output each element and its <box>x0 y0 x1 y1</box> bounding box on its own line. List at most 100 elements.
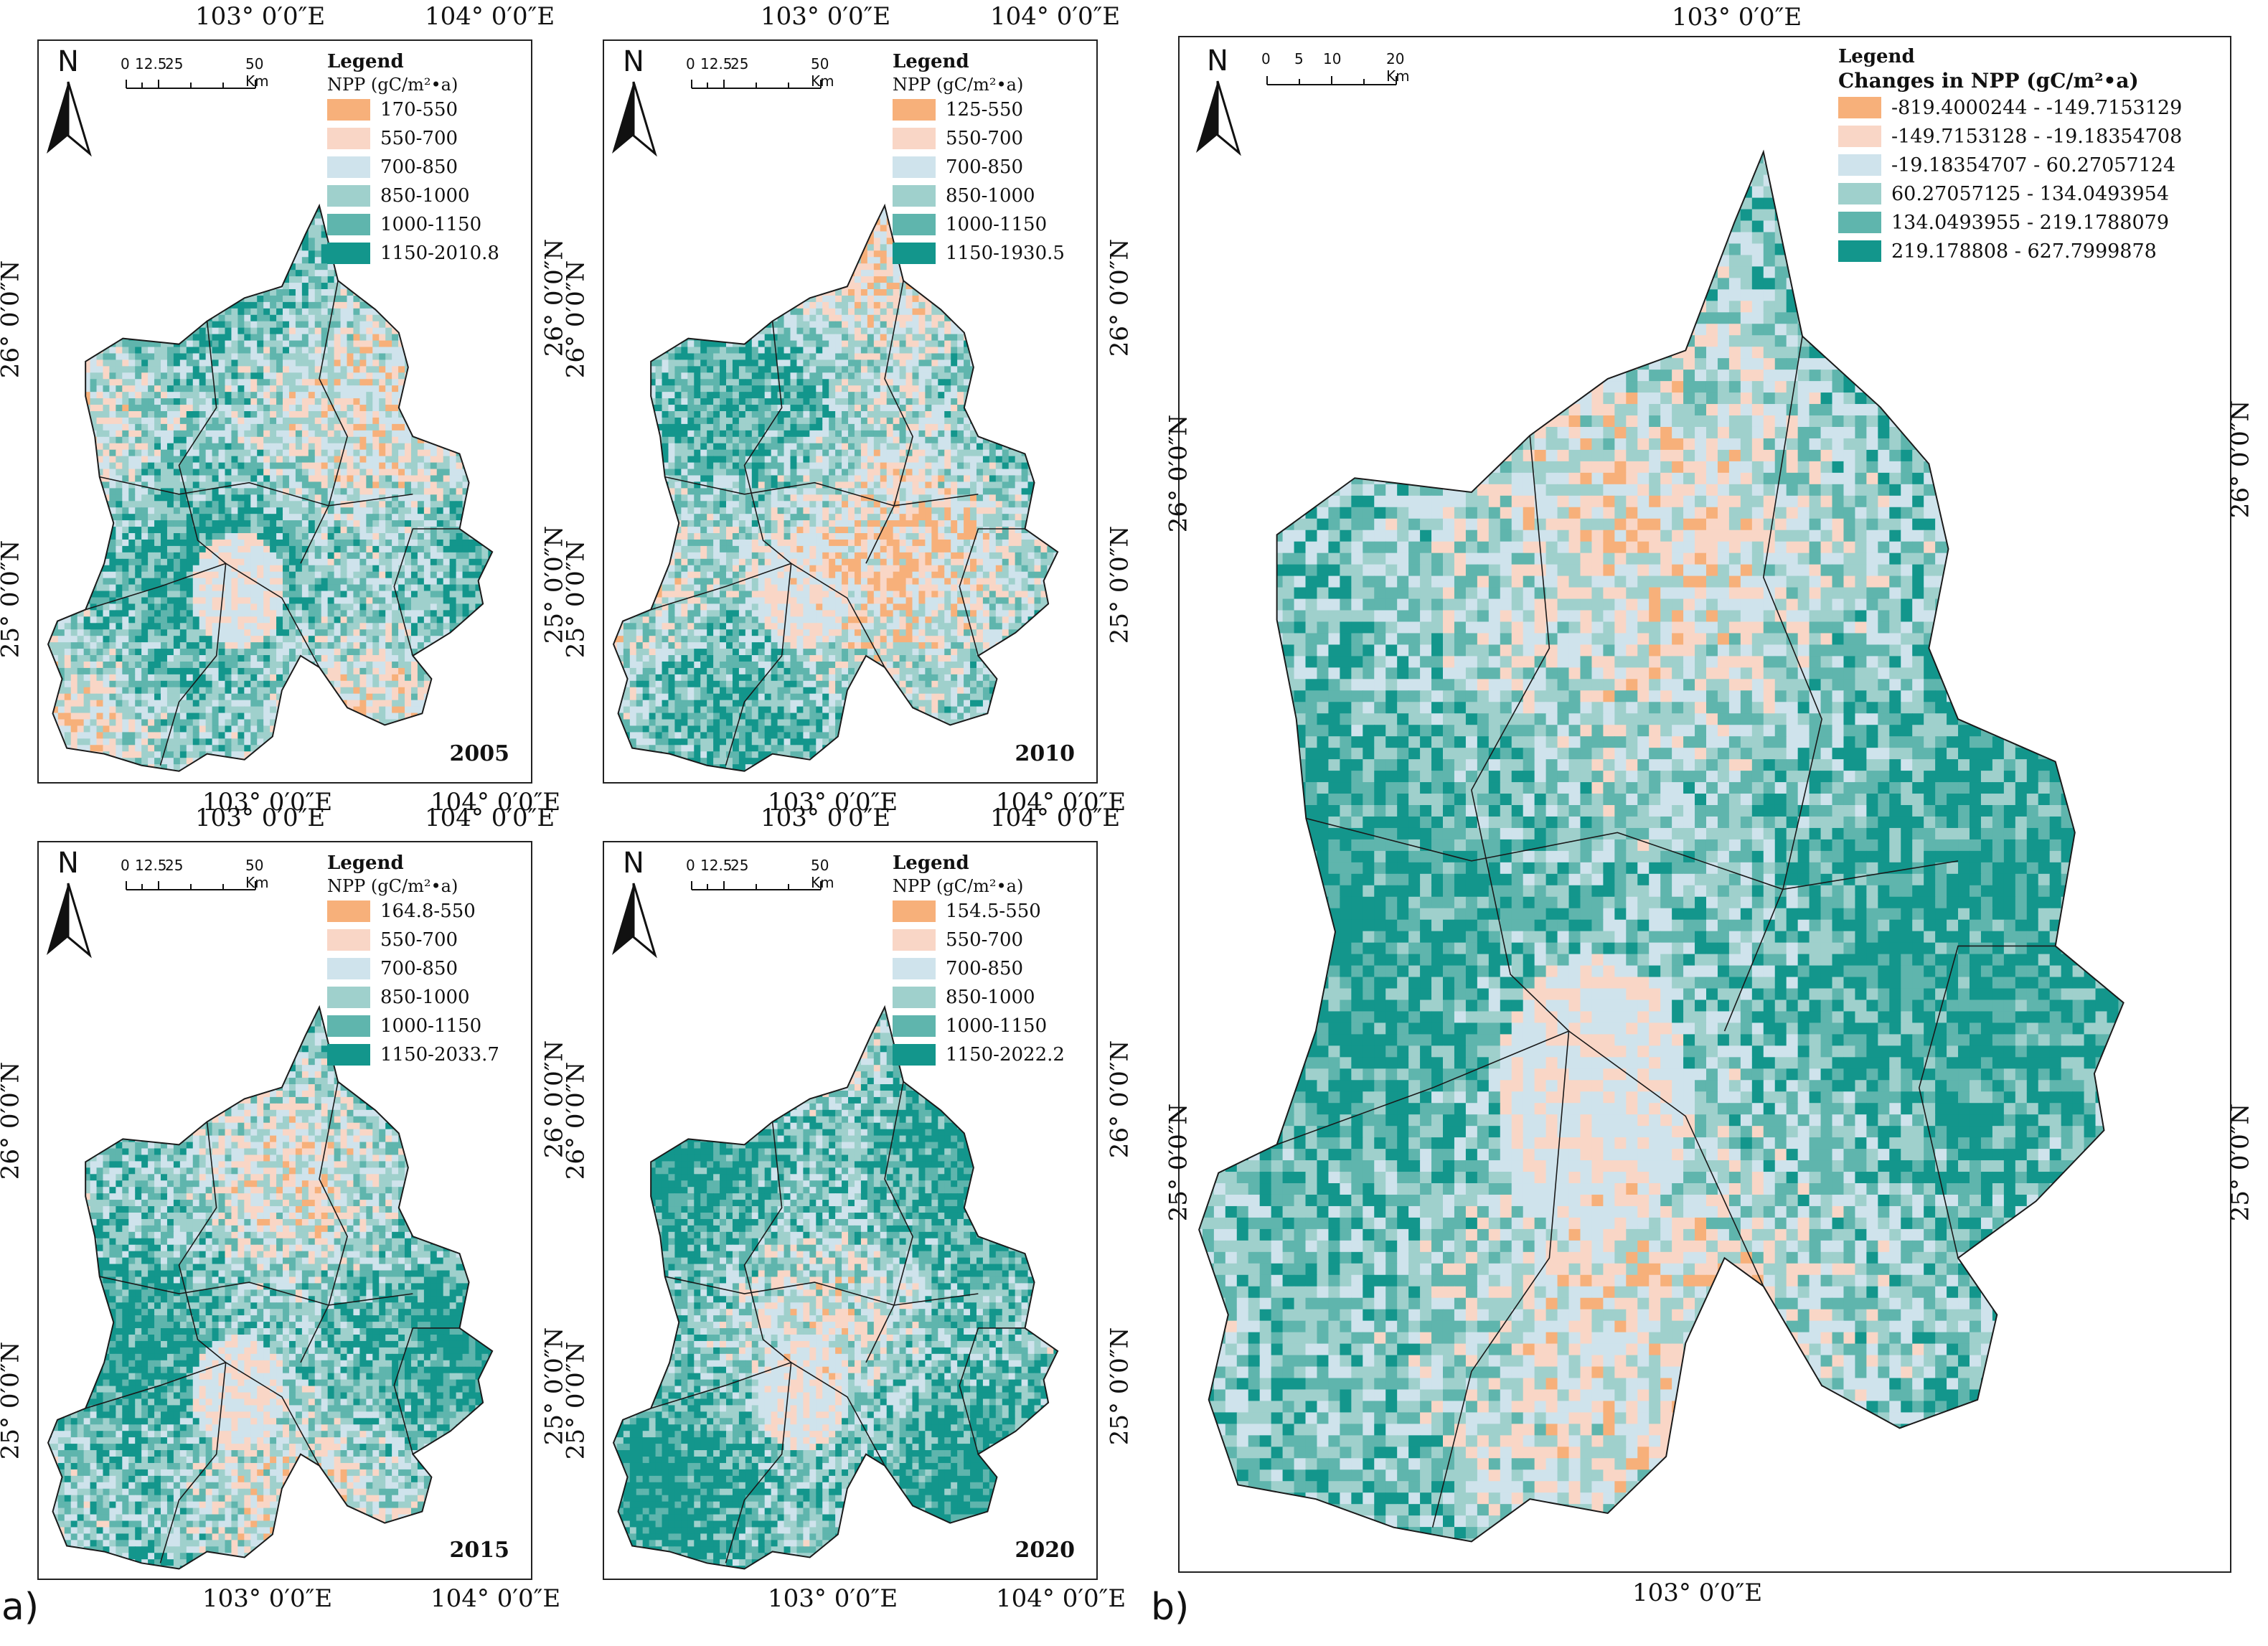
county-boundary <box>1723 336 1822 1032</box>
legend-label: 550-700 <box>946 929 1023 951</box>
bottom-lon-103: 103° 0′0″E <box>202 788 332 817</box>
north-arrow: N <box>608 45 659 160</box>
legend-swatch <box>893 1044 936 1066</box>
county-boundary <box>650 563 885 668</box>
npp-raster <box>48 205 493 771</box>
legend-label: 700-850 <box>380 958 458 979</box>
north-letter: N <box>608 45 659 78</box>
legend-label: 850-1000 <box>946 987 1035 1008</box>
legend-swatch <box>893 958 936 979</box>
scale-bar: 0 12.5 25 50 Km <box>686 55 834 98</box>
legend-swatch <box>327 243 370 264</box>
top-lon-104: 104° 0′0″E <box>425 804 555 832</box>
county-boundary <box>178 321 227 564</box>
bottom-lon-104: 104° 0′0″E <box>996 1584 1126 1613</box>
npp-legend: Legend NPP (gC/m²•a) 164.8-550 550-700 700-8… <box>327 851 499 1069</box>
npp-raster <box>1199 151 2124 1542</box>
legend-subtitle: NPP (gC/m²•a) <box>893 74 1065 95</box>
npp-map-2005: N 0 12.5 25 50 Km Legend NPP (gC/m²•a) 170-550 5… <box>37 39 532 784</box>
county-boundary <box>1918 945 2056 1259</box>
legend-label: 700-850 <box>946 156 1023 178</box>
legend-label: 134.0493955 - 219.1788079 <box>1891 212 2169 234</box>
county-boundary <box>865 281 913 564</box>
county-boundary <box>99 1276 413 1306</box>
change-bottom-lon: 103° 0′0″E <box>1632 1579 1762 1607</box>
legend-label: 1150-2033.7 <box>380 1044 499 1066</box>
legend-item: -149.7153128 - -19.18354708 <box>1838 122 2182 151</box>
top-lon-104: 104° 0′0″E <box>990 804 1120 832</box>
legend-item: 1000-1150 <box>893 210 1065 239</box>
legend-label: 1150-2022.2 <box>946 1044 1065 1066</box>
scale-label-1: 12.5 <box>135 55 167 72</box>
left-lat-26: 26° 0′0″N <box>561 260 590 379</box>
bottom-lon-104: 104° 0′0″E <box>430 788 560 817</box>
county-boundary <box>178 1121 227 1363</box>
county-boundary <box>725 1362 792 1563</box>
legend-swatch <box>327 99 370 121</box>
legend-swatch <box>893 243 936 264</box>
scale-label-1: 12.5 <box>700 857 733 874</box>
legend-label: -149.7153128 - -19.18354708 <box>1891 126 2182 148</box>
legend-swatch <box>1838 240 1881 262</box>
legend-swatch <box>1838 154 1881 176</box>
npp-map-canvas <box>47 203 494 772</box>
legend-item: 170-550 <box>327 95 499 124</box>
legend-swatch <box>327 1044 370 1066</box>
north-arrow-icon <box>47 883 92 959</box>
north-arrow: N <box>43 45 93 160</box>
legend-label: 850-1000 <box>946 185 1035 207</box>
scale-bar-line <box>691 881 822 890</box>
legend-swatch <box>893 185 936 207</box>
left-lat-25: 25° 0′0″N <box>0 1342 24 1460</box>
legend-item: 1150-2022.2 <box>893 1040 1065 1069</box>
legend-item: 550-700 <box>327 926 499 954</box>
legend-title: Legend <box>1838 44 2182 69</box>
legend-item: 700-850 <box>327 153 499 182</box>
legend-swatch <box>893 99 936 121</box>
change-legend: Legend Changes in NPP (gC/m²•a) -819.400… <box>1838 44 2182 265</box>
legend-item: 700-850 <box>327 954 499 983</box>
legend-item: 219.178808 - 627.7999878 <box>1838 237 2182 265</box>
county-boundary <box>743 1121 792 1363</box>
left-lat-26: 26° 0′0″N <box>0 260 24 379</box>
top-lon-103: 103° 0′0″E <box>195 2 325 31</box>
scale-label-0: 0 <box>121 55 130 72</box>
legend-item: 550-700 <box>893 926 1065 954</box>
legend-subtitle: Changes in NPP (gC/m²•a) <box>1838 69 2182 93</box>
county-boundary <box>743 321 792 564</box>
county-boundary <box>300 1081 348 1363</box>
legend-label: 1150-1930.5 <box>946 243 1065 264</box>
legend-title: Legend <box>327 50 499 74</box>
scale-bar: 0 12.5 25 50 Km <box>121 55 269 98</box>
legend-item: 850-1000 <box>893 983 1065 1012</box>
scale-bar-line <box>691 80 822 89</box>
legend-swatch <box>327 958 370 979</box>
legend-title: Legend <box>327 851 499 875</box>
year-label: 2015 <box>450 1538 510 1563</box>
county-boundary <box>1276 1030 1764 1287</box>
north-arrow: N <box>1192 44 1243 159</box>
county-boundary <box>1471 435 1570 1032</box>
legend-label: 164.8-550 <box>380 900 476 922</box>
scale-label-1: 12.5 <box>700 55 733 72</box>
legend-item: 1150-2010.8 <box>327 239 499 268</box>
legend-label: 1150-2010.8 <box>380 243 499 264</box>
study-area-boundary <box>1198 149 2125 1543</box>
bottom-lon-103: 103° 0′0″E <box>768 1584 898 1613</box>
north-letter: N <box>608 847 659 880</box>
npp-map-canvas <box>612 1005 1059 1570</box>
npp-map-2010: N 0 12.5 25 50 Km Legend NPP (gC/m²•a) 125-550 5… <box>603 39 1098 784</box>
scale-label-3: 50 Km <box>245 55 269 90</box>
legend-item: 125-550 <box>893 95 1065 124</box>
county-boundary <box>1431 1030 1570 1528</box>
scale-label-3: 50 Km <box>245 857 269 891</box>
left-lat-25: 25° 0′0″N <box>0 540 24 659</box>
legend-label: 550-700 <box>380 128 458 149</box>
right-lat-26: 26° 0′0″N <box>1105 1040 1134 1159</box>
top-lon-104: 104° 0′0″E <box>990 2 1120 31</box>
legend-subtitle: NPP (gC/m²•a) <box>893 875 1065 897</box>
legend-label: 850-1000 <box>380 987 470 1008</box>
legend-item: 550-700 <box>327 124 499 153</box>
panel-label-b: b) <box>1151 1586 1189 1629</box>
county-boundary <box>664 1276 979 1306</box>
